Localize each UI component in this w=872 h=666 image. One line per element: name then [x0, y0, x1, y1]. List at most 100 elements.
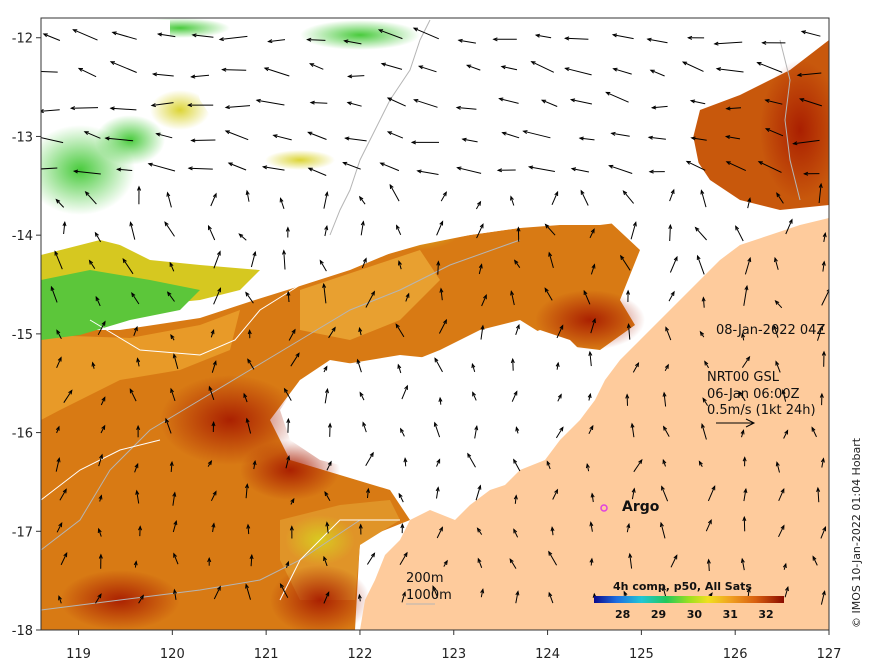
current-arrowhead	[564, 36, 570, 41]
current-arrowhead	[774, 256, 778, 263]
current-arrowhead	[704, 360, 709, 366]
sst-warm-region	[41, 222, 640, 630]
current-arrowhead	[780, 524, 785, 530]
current-arrow	[744, 257, 751, 275]
current-arrowhead	[472, 391, 476, 397]
current-arrow	[775, 300, 783, 309]
current-arrowhead	[662, 391, 667, 397]
current-arrowhead	[358, 523, 363, 529]
current-arrow	[54, 251, 63, 270]
current-arrowhead	[564, 67, 570, 72]
current-arrowhead	[324, 490, 329, 497]
current-arrowhead	[133, 325, 138, 332]
current-arrowhead	[664, 363, 669, 369]
current-arrow	[398, 261, 402, 270]
current-arrow	[705, 519, 712, 532]
current-arrow	[663, 392, 667, 407]
current-arrow	[502, 132, 520, 139]
current-arrow	[707, 486, 716, 502]
current-arrow	[765, 128, 784, 137]
current-arrow	[105, 137, 134, 142]
current-arrow	[523, 130, 551, 139]
current-arrow	[362, 422, 367, 433]
current-arrow	[110, 61, 137, 73]
current-arrowhead	[477, 557, 482, 563]
current-arrowhead	[272, 134, 278, 139]
current-arrow	[398, 493, 404, 503]
current-arrowhead	[324, 191, 329, 197]
current-arrowhead	[68, 389, 73, 395]
current-arrow	[552, 489, 558, 500]
current-arrow	[613, 68, 632, 75]
current-arrowhead	[190, 74, 196, 79]
current-arrow	[347, 102, 362, 107]
current-arrow	[513, 459, 521, 472]
current-arrowhead	[634, 361, 640, 368]
current-arrowhead	[456, 166, 462, 171]
current-arrowhead	[438, 396, 443, 402]
x-tick-label: 122	[348, 647, 373, 662]
current-arrowhead	[377, 29, 384, 34]
current-arrow	[247, 359, 255, 370]
current-arrow	[43, 33, 61, 41]
current-arrow	[191, 74, 210, 78]
current-arrowhead	[662, 425, 668, 431]
current-arrowhead	[97, 593, 102, 599]
current-arrow	[280, 198, 285, 209]
current-arrowhead	[99, 453, 103, 459]
current-arrowhead	[191, 33, 197, 38]
current-arrowhead	[569, 98, 576, 103]
current-arrowhead	[252, 250, 257, 257]
current-arrow	[611, 132, 630, 137]
plot-frame	[40, 17, 830, 631]
colorbar-tick-label: 29	[651, 608, 666, 621]
sst-ne-core	[760, 60, 829, 200]
current-arrowhead	[659, 521, 664, 528]
current-arrowhead	[344, 136, 350, 141]
current-arrowhead	[166, 191, 171, 197]
current-arrowhead	[412, 27, 419, 32]
current-arrow	[172, 521, 177, 533]
current-arrowhead	[403, 551, 408, 557]
x-tick-label: 124	[535, 647, 560, 662]
current-arrowhead	[742, 515, 747, 522]
current-arrowhead	[370, 290, 376, 296]
current-arrowhead	[439, 526, 443, 532]
current-arrowhead	[413, 99, 419, 103]
current-arrow	[153, 73, 174, 77]
current-arrow	[250, 555, 253, 567]
current-arrowhead	[515, 323, 520, 330]
current-arrow	[85, 191, 97, 205]
current-arrow	[71, 107, 99, 109]
current-arrowhead	[548, 550, 553, 556]
current-arrowhead	[583, 289, 588, 295]
current-arrowhead	[395, 323, 400, 329]
current-source-label: NRT00 GSL	[707, 370, 780, 385]
current-arrow	[437, 261, 439, 275]
current-arrowhead	[69, 106, 76, 111]
current-arrow	[308, 167, 327, 176]
current-arrow	[130, 222, 136, 240]
current-arrow	[797, 72, 822, 76]
current-arrowhead	[306, 37, 312, 42]
current-arrow	[544, 288, 553, 301]
current-arrow	[548, 252, 554, 269]
current-arrow	[89, 260, 96, 269]
current-arrowhead	[289, 525, 294, 531]
current-arrow	[170, 388, 176, 402]
current-arrowhead	[135, 489, 140, 495]
current-arrowhead	[238, 233, 244, 238]
current-arrow	[78, 67, 97, 78]
current-arrowhead	[757, 161, 763, 166]
current-arrow	[323, 556, 328, 567]
current-arrowhead	[397, 363, 402, 369]
current-arrow	[98, 528, 102, 537]
current-arrow	[652, 105, 668, 109]
current-arrow	[381, 63, 403, 70]
current-arrow	[548, 592, 554, 604]
current-arrow	[361, 258, 367, 269]
current-arrowhead	[224, 130, 230, 135]
current-arrow	[628, 324, 631, 340]
timestamp-label: 08-Jan-2022 04Z	[716, 323, 825, 338]
current-arrowhead	[359, 391, 364, 397]
